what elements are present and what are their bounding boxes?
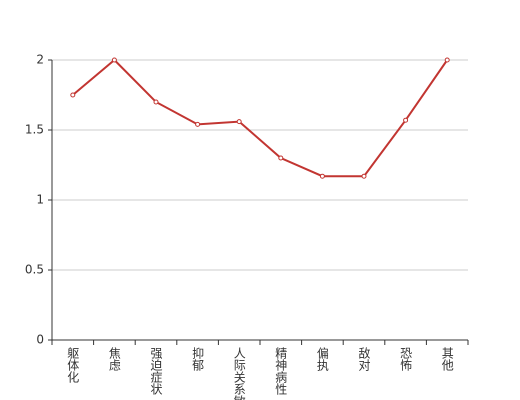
x-tick-label: 敌对 [357, 346, 371, 371]
point [444, 57, 450, 63]
point [403, 117, 409, 123]
y-tick-label: 2 [36, 53, 44, 67]
point [111, 57, 117, 63]
y-tick-label: 0.5 [25, 263, 44, 277]
x-tick-label: 恐怖 [399, 347, 413, 371]
point [195, 121, 201, 127]
x-tick-label: 精神病性 [274, 347, 288, 396]
point [278, 155, 284, 161]
x-tick-label: 抑郁 [191, 346, 205, 372]
point [153, 99, 159, 105]
x-tick-label: 强迫症状 [149, 347, 163, 395]
x-tick-label: 躯体化 [66, 346, 80, 384]
point [70, 92, 76, 98]
point [361, 173, 367, 179]
point [236, 119, 242, 125]
x-tick-label: 人际关系敏感 [232, 347, 246, 400]
point [319, 173, 325, 179]
y-tick-label: 1 [36, 193, 44, 207]
x-tick-label: 偏执 [315, 346, 329, 372]
line [72, 58, 449, 178]
y-tick-label: 0 [36, 333, 44, 347]
x-tick-label: 焦虑 [107, 347, 121, 371]
y-tick-label: 1.5 [25, 123, 44, 137]
x-tick-label: 其他 [440, 347, 454, 371]
